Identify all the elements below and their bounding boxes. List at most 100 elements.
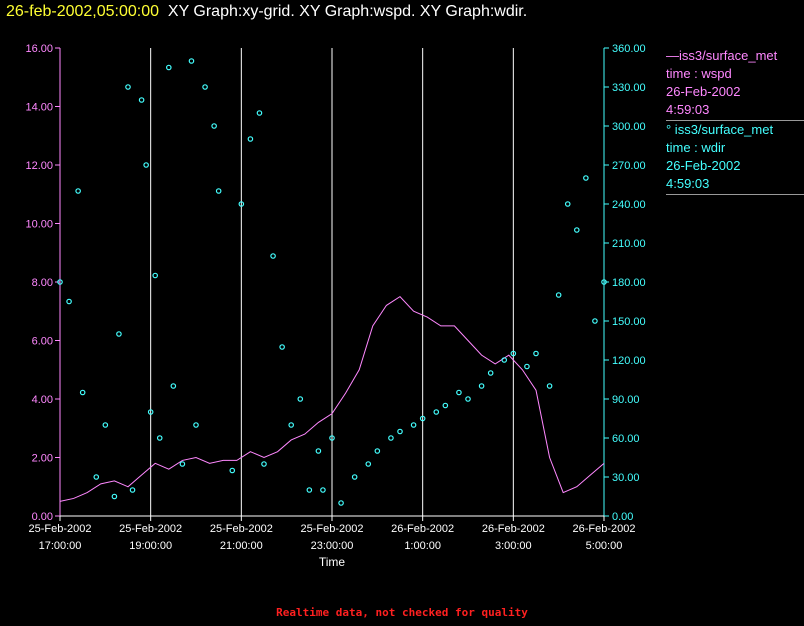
wdir-point bbox=[487, 370, 494, 376]
wdir-point bbox=[79, 389, 86, 396]
wdir-point bbox=[143, 162, 149, 168]
wdir-point bbox=[555, 292, 562, 298]
y-right-tick-label: 180.00 bbox=[612, 277, 646, 289]
wdir-point bbox=[229, 467, 236, 474]
wdir-point bbox=[601, 279, 607, 285]
wdir-point bbox=[456, 389, 462, 396]
wdir-point bbox=[138, 97, 145, 103]
wdir-point bbox=[297, 396, 304, 402]
wdir-point bbox=[433, 409, 440, 415]
wdir-point bbox=[270, 253, 276, 259]
wdir-point bbox=[410, 422, 417, 428]
wdir-point bbox=[320, 487, 326, 493]
x-tick-time: 17:00:00 bbox=[39, 540, 82, 552]
y-right-tick-label: 330.00 bbox=[612, 82, 646, 94]
x-tick-time: 5:00:00 bbox=[586, 540, 623, 552]
wdir-point bbox=[365, 461, 372, 467]
legend-wspd-var: time : wspd bbox=[666, 66, 732, 81]
wdir-point bbox=[288, 422, 295, 428]
x-axis-label: Time bbox=[319, 555, 346, 569]
wdir-point bbox=[573, 227, 580, 233]
y-left-tick-label: 14.00 bbox=[25, 102, 53, 114]
wdir-point bbox=[152, 272, 159, 279]
wdir-point bbox=[193, 422, 199, 428]
y-right-tick-label: 150.00 bbox=[612, 316, 646, 328]
wdir-point bbox=[125, 84, 131, 90]
y-right-tick-label: 210.00 bbox=[612, 238, 646, 250]
wdir-point bbox=[351, 474, 358, 480]
wdir-point bbox=[215, 188, 222, 194]
y-left-tick-label: 16.00 bbox=[25, 43, 53, 55]
x-tick-date: 25-Feb-2002 bbox=[210, 523, 273, 535]
legend-wspd-source: —iss3/surface_met bbox=[666, 48, 778, 63]
wdir-point bbox=[102, 422, 109, 428]
wdir-point bbox=[329, 435, 335, 441]
legend-wspd-date: 26-Feb-2002 bbox=[666, 84, 741, 99]
y-right-tick-label: 240.00 bbox=[612, 199, 646, 211]
wdir-point bbox=[510, 350, 517, 357]
y-right-tick-label: 90.00 bbox=[612, 394, 640, 406]
legend-wspd-time: 4:59:03 bbox=[666, 102, 710, 117]
y-right-tick-label: 0.00 bbox=[612, 511, 633, 523]
x-tick-date: 25-Feb-2002 bbox=[29, 523, 92, 535]
wdir-point bbox=[546, 383, 553, 389]
wdir-point bbox=[533, 350, 539, 357]
x-tick-time: 21:00:00 bbox=[220, 540, 263, 552]
y-left-tick-label: 6.00 bbox=[32, 336, 53, 348]
x-tick-time: 3:00:00 bbox=[495, 540, 532, 552]
wdir-point bbox=[306, 487, 313, 493]
wdir-point bbox=[170, 383, 177, 389]
title-timestamp: 26-feb-2002,05:00:00 bbox=[6, 3, 160, 20]
x-tick-time: 23:00:00 bbox=[311, 540, 354, 552]
wdir-point bbox=[374, 448, 381, 454]
wdir-point bbox=[116, 331, 122, 337]
y-right-tick-label: 30.00 bbox=[612, 472, 640, 484]
wdir-point bbox=[188, 58, 195, 64]
wdir-point bbox=[147, 409, 154, 415]
wdir-point bbox=[338, 500, 344, 506]
legend-wdir: ° iss3/surface_met time : wdir 26-Feb-20… bbox=[666, 121, 804, 195]
wdir-point bbox=[583, 175, 589, 181]
legend-wdir-time: 4:59:03 bbox=[666, 176, 710, 191]
legend: —iss3/surface_met time : wspd 26-Feb-200… bbox=[666, 47, 804, 195]
x-tick-time: 1:00:00 bbox=[404, 540, 441, 552]
wdir-point bbox=[129, 487, 136, 493]
wdir-point bbox=[256, 110, 263, 116]
x-tick-date: 25-Feb-2002 bbox=[119, 523, 182, 535]
wdir-point bbox=[156, 435, 163, 441]
quality-notice: Realtime data, not checked for quality bbox=[276, 606, 528, 619]
y-right-tick-label: 300.00 bbox=[612, 121, 646, 133]
wdir-point bbox=[111, 493, 118, 500]
y-right-tick-label: 120.00 bbox=[612, 355, 646, 367]
wdir-point bbox=[501, 357, 508, 363]
y-right-tick-label: 60.00 bbox=[612, 433, 640, 445]
wdir-point bbox=[388, 435, 394, 441]
legend-wdir-source: ° iss3/surface_met bbox=[666, 122, 774, 137]
wdir-point bbox=[75, 188, 81, 194]
x-tick-date: 26-Feb-2002 bbox=[391, 523, 454, 535]
wdir-point bbox=[442, 402, 449, 409]
legend-wspd: —iss3/surface_met time : wspd 26-Feb-200… bbox=[666, 47, 804, 121]
x-tick-time: 19:00:00 bbox=[129, 540, 172, 552]
y-left-tick-label: 4.00 bbox=[32, 394, 53, 406]
y-left-tick-label: 10.00 bbox=[25, 219, 53, 231]
wdir-point bbox=[397, 428, 403, 435]
wdir-point bbox=[179, 461, 186, 467]
y-left-tick-label: 12.00 bbox=[25, 160, 53, 172]
wdir-point bbox=[93, 474, 100, 480]
y-left-tick-label: 0.00 bbox=[32, 511, 53, 523]
wdir-point bbox=[592, 318, 598, 324]
y-right-tick-label: 360.00 bbox=[612, 43, 646, 55]
wspd-series-line bbox=[59, 295, 605, 502]
wdir-point bbox=[465, 396, 471, 402]
wdir-point bbox=[57, 279, 63, 285]
wdir-point bbox=[279, 344, 285, 350]
wdir-point bbox=[478, 383, 485, 389]
wdir-point bbox=[238, 201, 245, 207]
y-left-tick-label: 8.00 bbox=[32, 277, 53, 289]
wdir-point bbox=[564, 201, 571, 207]
wdir-point bbox=[202, 84, 208, 90]
y-left-tick-label: 2.00 bbox=[32, 453, 53, 465]
wdir-point bbox=[419, 415, 426, 422]
